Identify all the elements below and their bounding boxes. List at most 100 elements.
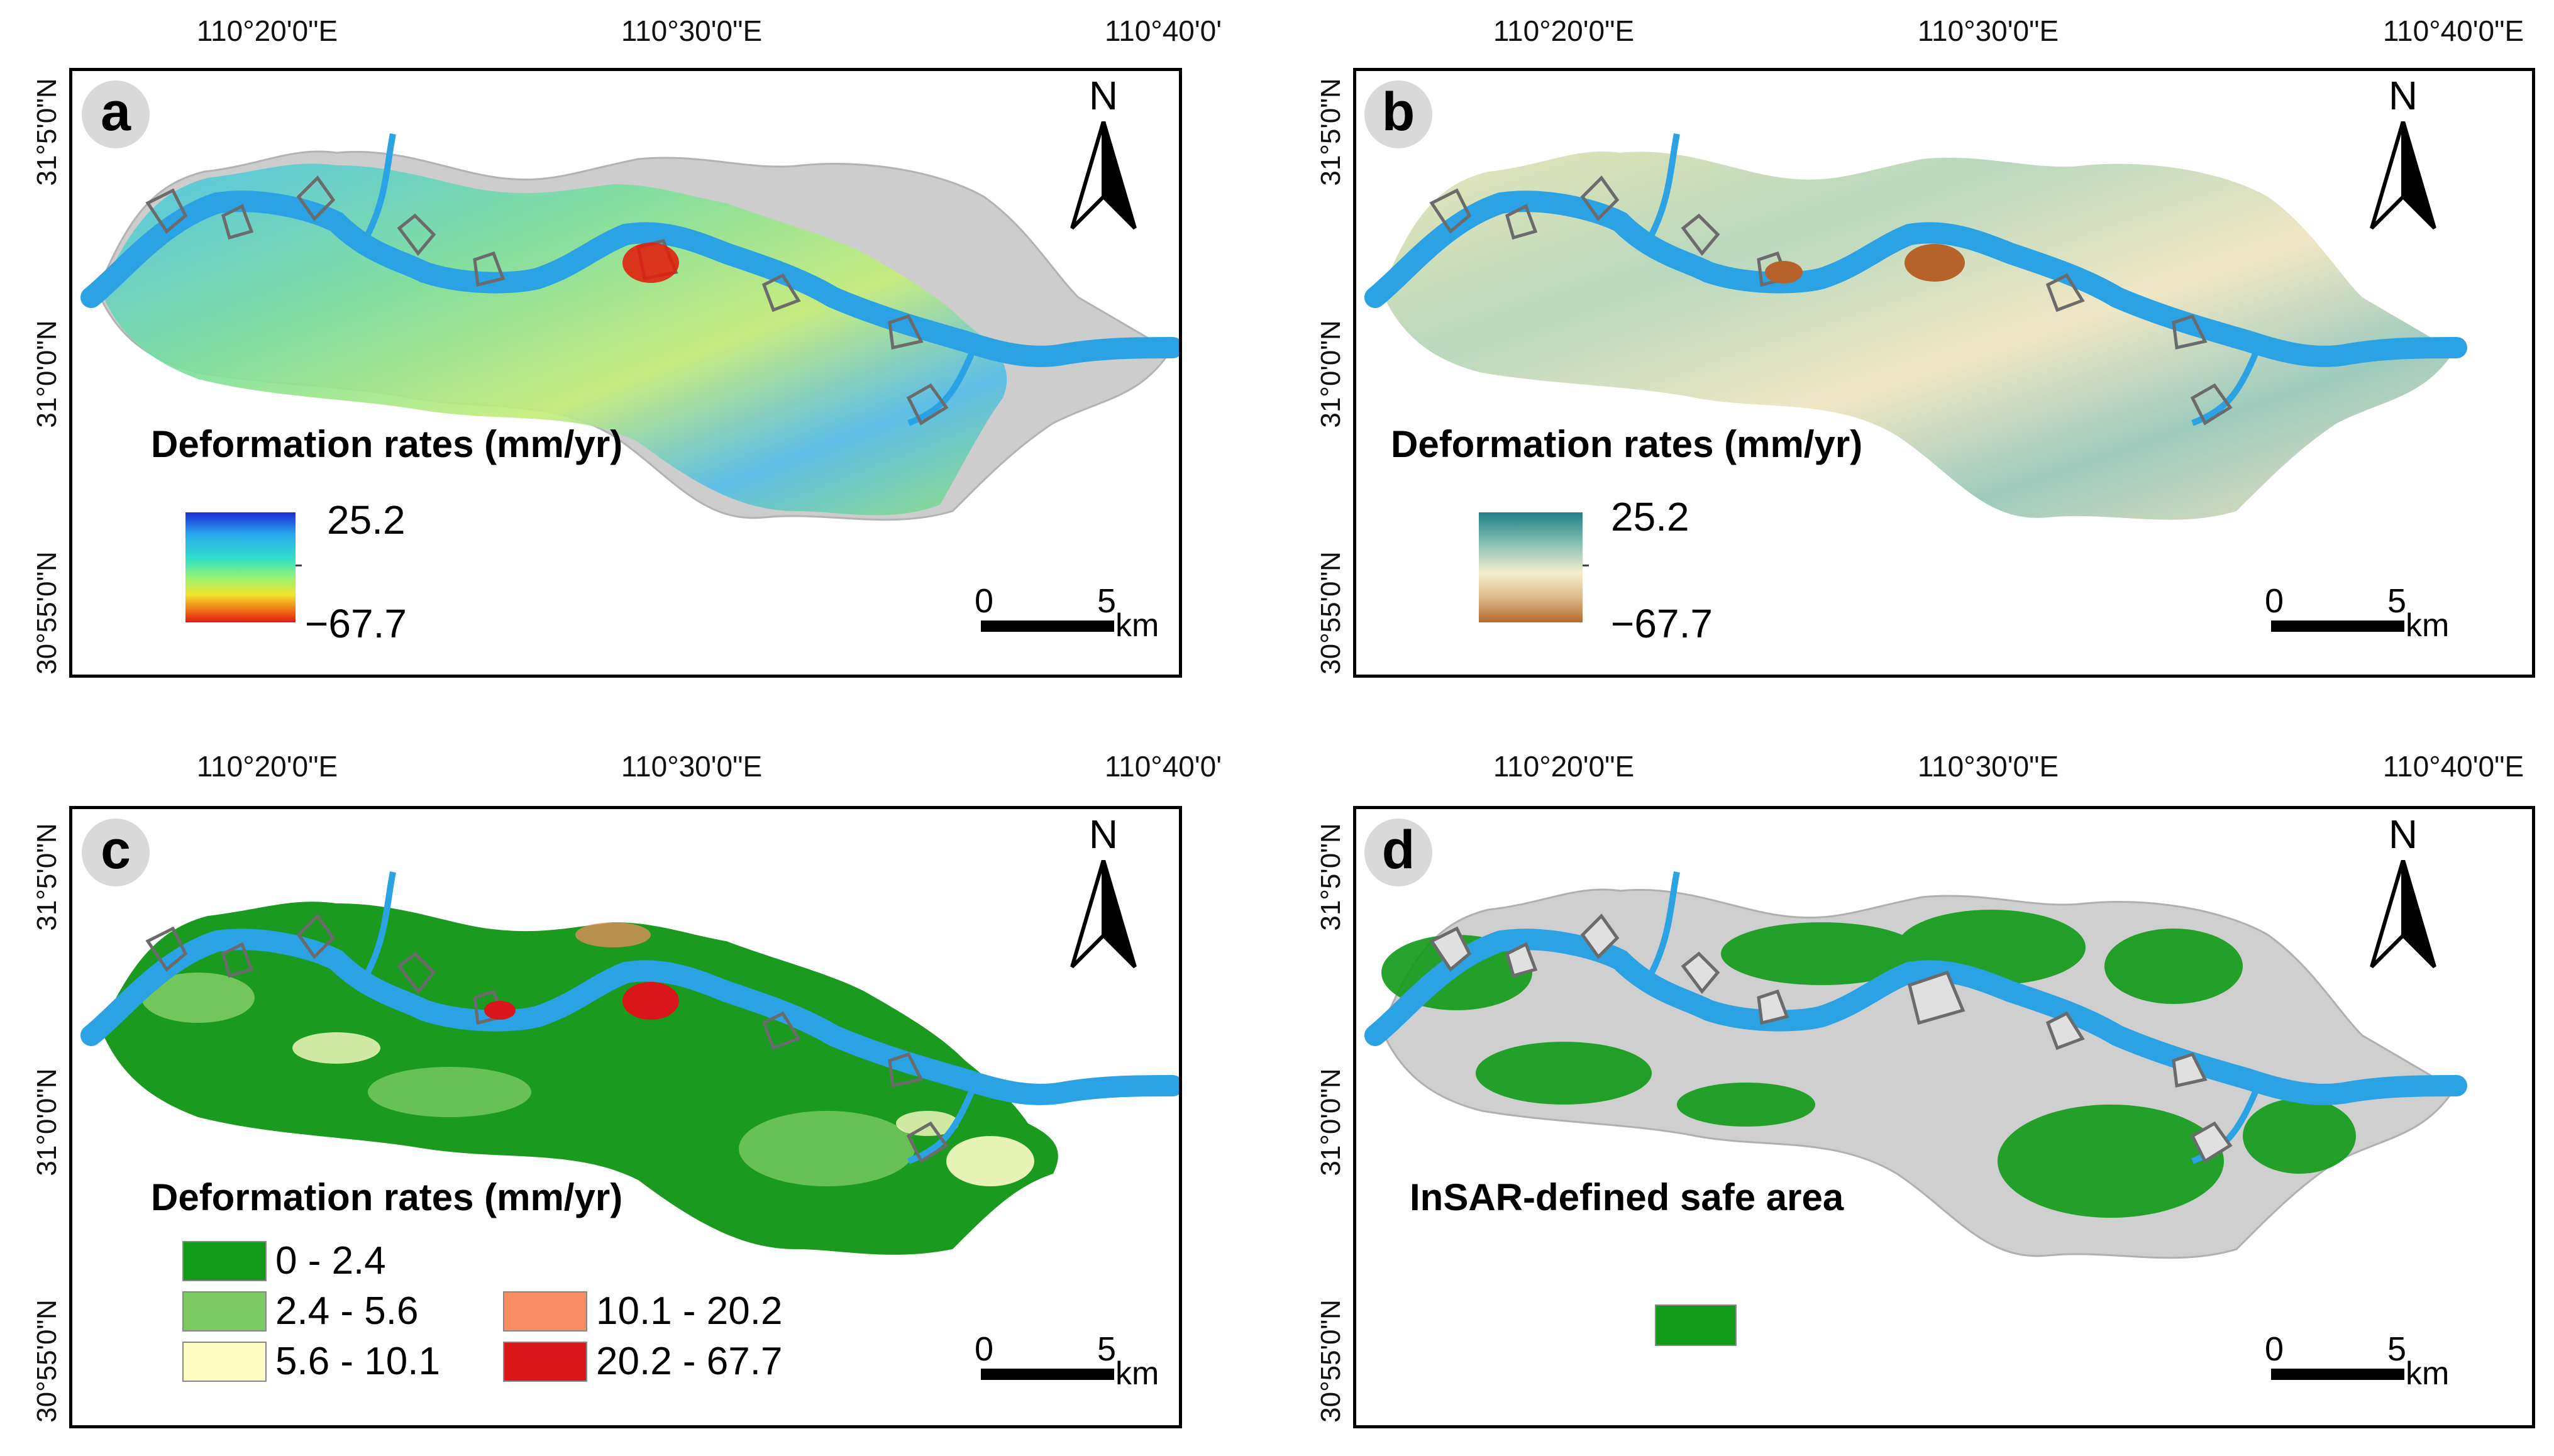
lat-tick-2: 31°0'0"N (31, 320, 62, 428)
scale-end: 5 (1097, 1330, 1117, 1368)
legend-class-3: 5.6 - 10.1 (182, 1339, 440, 1384)
lat-tick-1: 31°5'0"N (1315, 823, 1346, 931)
safe-area-patches (1381, 910, 2356, 1218)
legend-swatch (182, 1341, 267, 1382)
color-ramp (185, 512, 296, 622)
lon-tick-2: 110°30'0"E (621, 14, 763, 47)
ramp-max-label: 25.2 (1611, 494, 1689, 539)
lat-tick-2: 31°0'0"N (1315, 320, 1346, 428)
ramp-min-label: −67.7 (1611, 601, 1713, 646)
legend-swatch (182, 1240, 267, 1281)
lon-tick-1: 110°20'0"E (1493, 750, 1635, 783)
deformation-hotspot (1904, 244, 1965, 282)
ramp-min-label: −67.7 (305, 601, 407, 646)
north-arrow-icon (1070, 121, 1137, 230)
lon-tick-2: 110°30'0"E (1917, 14, 2059, 47)
ramp-tick (1583, 565, 1589, 566)
lat-tick-2: 31°0'0"N (31, 1068, 62, 1176)
lat-tick-3: 30°55'0"N (1315, 1299, 1346, 1423)
scale-bar-line (981, 620, 1114, 632)
scale-bar: 0 5 km (975, 1330, 1159, 1392)
lat-tick-3: 30°55'0"N (31, 1299, 62, 1423)
deformation-hotspot (484, 1001, 516, 1020)
landslide-outlines (145, 175, 949, 426)
legend-title: InSAR-defined safe area (1410, 1176, 1844, 1218)
ramp-tick (296, 565, 302, 566)
lon-tick-2: 110°30'0"E (621, 750, 763, 783)
class-patches (141, 922, 1034, 1186)
panel-letter-badge: b (1364, 80, 1432, 148)
north-label: N (1088, 812, 1119, 857)
lon-tick-3: 110°40'0"E (2382, 750, 2524, 783)
map-canvas (80, 871, 1179, 1255)
lon-tick-2: 110°30'0"E (1917, 750, 2059, 783)
deformation-raster (101, 163, 1007, 516)
lon-tick-3: 110°40'0' (1104, 14, 1222, 47)
landslide-outlines (1429, 913, 2233, 1164)
panel-letter-badge: a (82, 80, 150, 148)
scale-bar-line (2271, 1369, 2404, 1380)
scale-unit: km (2406, 1355, 2450, 1392)
north-arrow-icon (2370, 121, 2436, 230)
deformation-hotspot (622, 243, 679, 283)
panel-c: 110°20'0"E 110°30'0"E 110°40'0' 31°5'0"N… (0, 736, 1258, 1456)
map-frame (69, 806, 1182, 1428)
scale-bar: 0 5 km (975, 582, 1159, 644)
map-frame (1353, 806, 2535, 1428)
landslide-outlines (145, 913, 949, 1164)
ramp-max-label: 25.2 (327, 497, 406, 543)
scale-end: 5 (2387, 582, 2407, 620)
legend-class-label: 10.1 - 20.2 (596, 1289, 783, 1333)
panel-letter-badge: d (1364, 819, 1432, 886)
scale-unit: km (1115, 1355, 1159, 1392)
lon-tick-1: 110°20'0"E (1493, 14, 1635, 47)
legend-class-4: 10.1 - 20.2 (503, 1289, 782, 1333)
scale-end: 5 (1097, 582, 1117, 620)
scale-bar-line (2271, 620, 2404, 632)
river (80, 190, 1179, 367)
north-arrow: N (1066, 72, 1141, 230)
panel-letter-badge: c (82, 819, 150, 886)
map-frame (1353, 68, 2535, 678)
lat-tick-2: 31°0'0"N (1315, 1068, 1346, 1176)
lat-tick-3: 30°55'0"N (1315, 551, 1346, 675)
scale-start: 0 (2265, 1330, 2284, 1368)
deformation-hotspot (622, 982, 679, 1020)
legend-class-label: 5.6 - 10.1 (275, 1340, 440, 1383)
lat-tick-3: 30°55'0"N (31, 551, 62, 675)
scale-bar: 0 5 km (2265, 582, 2449, 644)
scale-unit: km (2406, 607, 2450, 644)
legend-class-5: 20.2 - 67.7 (503, 1339, 782, 1384)
river (80, 929, 1179, 1105)
scale-bar-line (981, 1369, 1114, 1380)
lat-tick-1: 31°5'0"N (1315, 78, 1346, 186)
north-arrow-icon (1070, 860, 1137, 969)
scale-start: 0 (975, 582, 994, 620)
legend-class-label: 0 - 2.4 (275, 1239, 386, 1282)
north-arrow: N (1066, 811, 1141, 969)
scale-end: 5 (2387, 1330, 2407, 1368)
legend-title: Deformation rates (mm/yr) (151, 1176, 623, 1218)
legend-swatch (503, 1341, 587, 1382)
safe-area-swatch (1655, 1304, 1737, 1346)
panel-d: 110°20'0"E 110°30'0"E 110°40'0"E 31°5'0"… (1296, 736, 2554, 1456)
legend-class-2: 2.4 - 5.6 (182, 1289, 418, 1333)
legend-class-label: 20.2 - 67.7 (596, 1340, 783, 1383)
legend-swatch (503, 1291, 587, 1332)
color-ramp (1479, 512, 1583, 622)
scale-bar: 0 5 km (2265, 1330, 2449, 1392)
legend-title: Deformation rates (mm/yr) (1391, 423, 1863, 465)
legend-class-label: 2.4 - 5.6 (275, 1289, 419, 1333)
north-label: N (2388, 73, 2418, 118)
river (1364, 190, 2467, 367)
north-arrow-icon (2370, 860, 2436, 969)
lat-tick-1: 31°5'0"N (31, 78, 62, 186)
scale-start: 0 (975, 1330, 994, 1368)
lon-tick-1: 110°20'0"E (196, 14, 338, 47)
scale-unit: km (1115, 607, 1159, 644)
river (1364, 929, 2467, 1105)
map-canvas (1364, 133, 2467, 520)
map-canvas (80, 133, 1179, 521)
lon-tick-3: 110°40'0"E (2382, 14, 2524, 47)
scale-start: 0 (2265, 582, 2284, 620)
